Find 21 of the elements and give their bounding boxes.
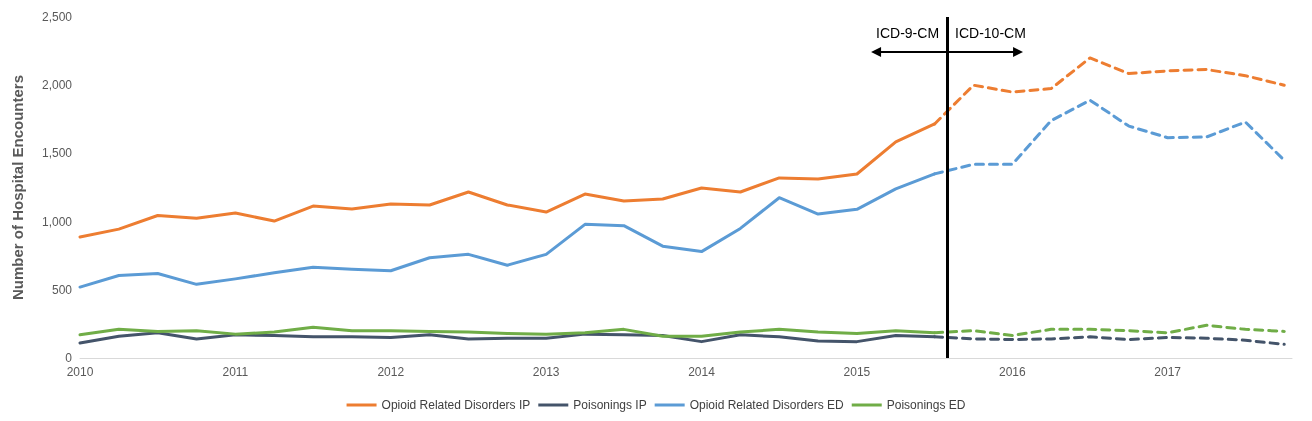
y-axis-title: Number of Hospital Encounters: [9, 74, 26, 301]
x-tick-label: 2014: [688, 365, 716, 379]
legend-label: Poisonings ED: [886, 398, 966, 412]
x-tick-label: 2017: [1154, 365, 1182, 379]
annotation: ICD-10-CM: [955, 25, 1026, 41]
y-tick-label: 0: [65, 351, 73, 365]
x-tick-label: 2011: [222, 365, 249, 379]
legend-label: Poisonings IP: [573, 398, 647, 412]
y-tick-label: 2,500: [41, 10, 73, 24]
y-tick-label: 1,000: [41, 214, 73, 229]
legend-label: Opioid Related Disorders ED: [689, 398, 845, 412]
x-tick-label: 2015: [843, 365, 871, 379]
annotation: ICD-9-CM: [876, 25, 940, 41]
y-tick-label: 500: [51, 282, 73, 297]
y-tick-label: 1,500: [41, 146, 73, 161]
x-tick-label: 2013: [532, 365, 560, 379]
x-tick-label: 2016: [998, 365, 1026, 379]
x-tick-label: 2010: [66, 365, 94, 379]
legend-label: Opioid Related Disorders IP: [381, 398, 531, 412]
y-tick-label: 2,000: [41, 78, 73, 93]
x-tick-label: 2012: [377, 365, 405, 379]
